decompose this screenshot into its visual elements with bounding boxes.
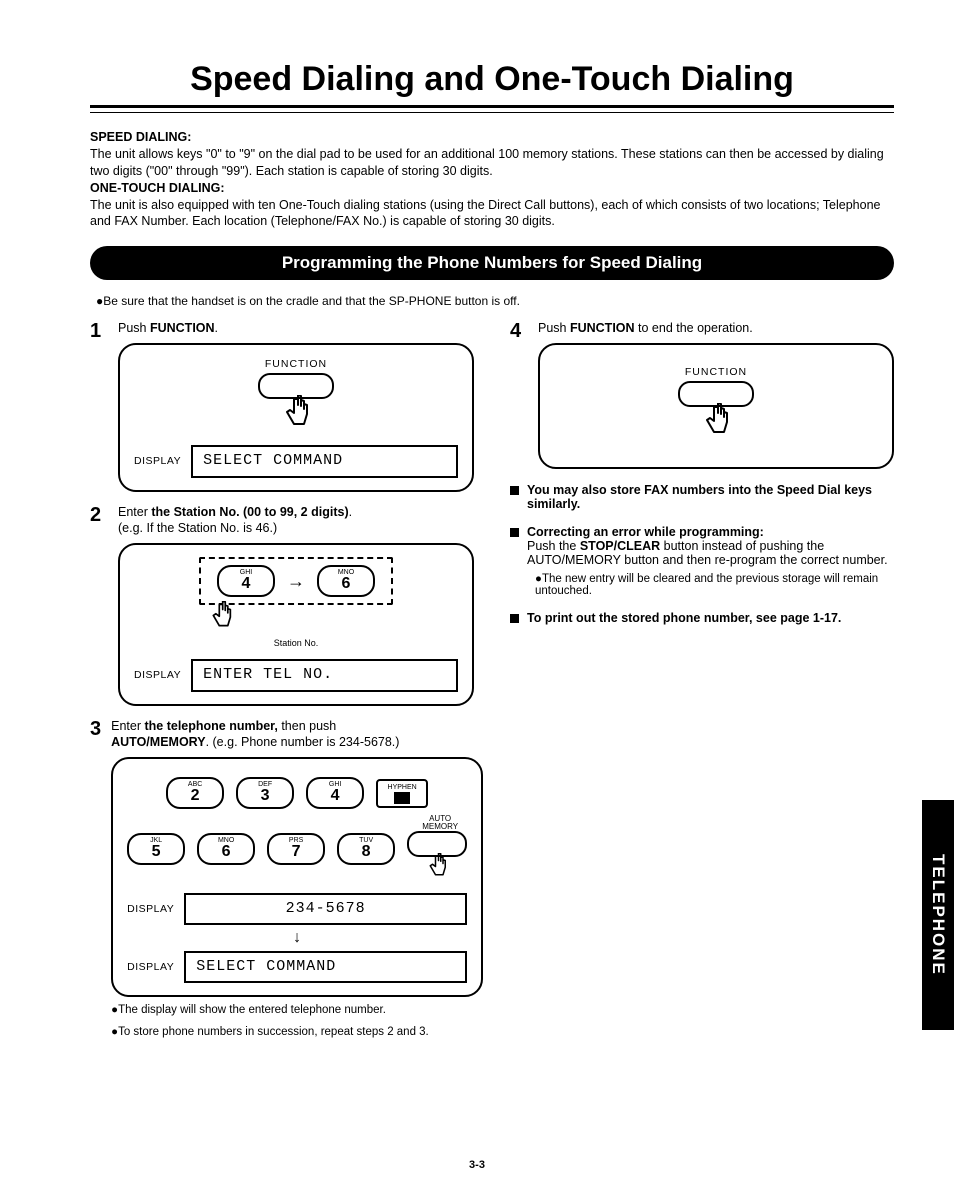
square-bullet-icon (510, 614, 519, 623)
step-2: 2 Enter the Station No. (00 to 99, 2 dig… (90, 504, 474, 706)
one-touch-text: The unit is also equipped with ten One-T… (90, 197, 894, 231)
hand-icon (696, 403, 736, 443)
side-tab-telephone: TELEPHONE (922, 800, 954, 1030)
display-box: SELECT COMMAND (184, 951, 467, 983)
step-number: 1 (90, 320, 108, 491)
s4-b: FUNCTION (570, 321, 635, 335)
s2-b: the Station No. (00 to 99, 2 digits) (151, 505, 348, 519)
step4-panel: FUNCTION (538, 343, 894, 469)
auto-memory-group: AUTOMEMORY (407, 815, 467, 883)
station-no-label: Station No. (134, 637, 458, 649)
function-button-icon (258, 373, 334, 399)
station-keys: GHI4 → MNO6 (199, 557, 393, 605)
section-banner: Programming the Phone Numbers for Speed … (90, 246, 894, 280)
key-8: TUV8 (337, 833, 395, 865)
down-arrow-icon: ↓ (127, 927, 467, 949)
arrow-icon: → (287, 569, 305, 593)
bullet-correcting: Correcting an error while programming: P… (510, 525, 894, 597)
b3-text: To print out the stored phone number, se… (527, 611, 841, 625)
step1-panel: FUNCTION DISPLAY SELECT COMMAND (118, 343, 474, 491)
b2-a: Push the (527, 539, 580, 553)
key-3: DEF3 (236, 777, 294, 809)
s3-c: then push (278, 719, 336, 733)
display-label: DISPLAY (127, 960, 174, 974)
one-touch-label: ONE-TOUCH DIALING: (90, 181, 225, 195)
display-box: ENTER TEL NO. (191, 659, 458, 691)
s2-line2: (e.g. If the Station No. is 46.) (118, 520, 474, 537)
page-number: 3-3 (0, 1159, 954, 1171)
step1-text-a: Push (118, 321, 150, 335)
b1-text: You may also store FAX numbers into the … (527, 483, 872, 511)
step-number: 4 (510, 320, 528, 469)
key-4: GHI4 (217, 565, 275, 597)
hand-icon (276, 395, 316, 435)
square-bullet-icon (510, 528, 519, 537)
key-6: MNO6 (317, 565, 375, 597)
speed-dialing-label: SPEED DIALING: (90, 130, 191, 144)
step-1: 1 Push FUNCTION. FUNCTION DISPLAY SELECT… (90, 320, 474, 491)
function-button-icon (678, 381, 754, 407)
right-column: 4 Push FUNCTION to end the operation. FU… (510, 320, 894, 1052)
speed-dialing-text: The unit allows keys "0" to "9" on the d… (90, 146, 894, 180)
s2-c: . (349, 505, 352, 519)
bullet-fax-note: You may also store FAX numbers into the … (510, 483, 894, 511)
keypad-row-1: ABC2 DEF3 GHI4 HYPHEN (127, 777, 467, 809)
step3-note2: ●To store phone numbers in succession, r… (111, 1025, 483, 1041)
b2-title: Correcting an error while programming: (527, 525, 764, 539)
step2-panel: GHI4 → MNO6 Station No. DISPLAY ENTER TE… (118, 543, 474, 705)
s2-a: Enter (118, 505, 151, 519)
b2-b: STOP/CLEAR (580, 539, 660, 553)
step-4: 4 Push FUNCTION to end the operation. FU… (510, 320, 894, 469)
step-number: 3 (90, 718, 101, 1041)
columns: 1 Push FUNCTION. FUNCTION DISPLAY SELECT… (90, 320, 894, 1052)
pre-note: ●Be sure that the handset is on the crad… (96, 294, 894, 308)
step-3: 3 Enter the telephone number, then push … (90, 718, 474, 1041)
key-7: PRS7 (267, 833, 325, 865)
auto-memory-button-icon (407, 831, 467, 857)
key-2: ABC2 (166, 777, 224, 809)
key-6: MNO6 (197, 833, 255, 865)
display-label: DISPLAY (134, 668, 181, 682)
step1-text-b: FUNCTION (150, 321, 215, 335)
s3-a: Enter (111, 719, 144, 733)
step-number: 2 (90, 504, 108, 706)
s3-d: AUTO/MEMORY (111, 735, 205, 749)
s4-a: Push (538, 321, 570, 335)
function-label: FUNCTION (554, 365, 878, 379)
left-column: 1 Push FUNCTION. FUNCTION DISPLAY SELECT… (90, 320, 474, 1052)
display-label: DISPLAY (127, 902, 174, 916)
square-bullet-icon (510, 486, 519, 495)
s3-e: . (e.g. Phone number is 234-5678.) (206, 735, 400, 749)
step3-panel: ABC2 DEF3 GHI4 HYPHEN JKL5 MNO6 PRS7 TUV… (111, 757, 483, 997)
keypad-row-2: JKL5 MNO6 PRS7 TUV8 AUTOMEMORY (127, 815, 467, 883)
s3-b: the telephone number, (144, 719, 277, 733)
hand-icon (422, 853, 452, 883)
bullet-print: To print out the stored phone number, se… (510, 611, 894, 625)
hand-icon (204, 601, 238, 635)
title-rule (90, 105, 894, 113)
manual-page: Speed Dialing and One-Touch Dialing SPEE… (0, 0, 954, 1193)
b2-sub: ●The new entry will be cleared and the p… (535, 573, 894, 597)
intro-block: SPEED DIALING: The unit allows keys "0" … (90, 129, 894, 230)
function-label: FUNCTION (134, 357, 458, 371)
display-box: SELECT COMMAND (191, 445, 458, 477)
hyphen-key: HYPHEN (376, 779, 428, 808)
step3-note1: ●The display will show the entered telep… (111, 1003, 483, 1019)
step1-text-c: . (215, 321, 218, 335)
s4-c: to end the operation. (635, 321, 753, 335)
display-label: DISPLAY (134, 454, 181, 468)
display-box: 234-5678 (184, 893, 467, 925)
key-4: GHI4 (306, 777, 364, 809)
key-5: JKL5 (127, 833, 185, 865)
page-title: Speed Dialing and One-Touch Dialing (90, 60, 894, 99)
